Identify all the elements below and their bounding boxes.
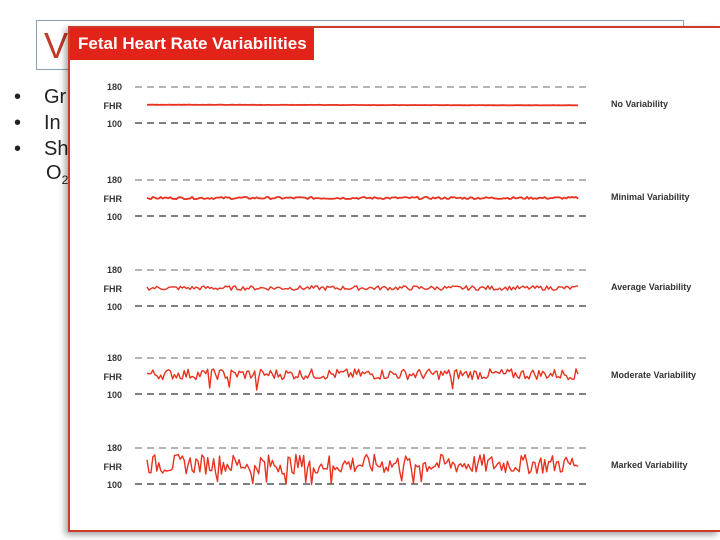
figure-banner: Fetal Heart Rate Variabilities xyxy=(70,28,314,60)
bullet-item: • In xyxy=(14,110,68,136)
axis-label-fhr: FHR xyxy=(104,284,123,294)
bullet-text: Sh xyxy=(44,138,69,160)
series-label: Marked Variability xyxy=(611,460,688,470)
series-label: Moderate Variability xyxy=(611,370,696,380)
series-label: Minimal Variability xyxy=(611,192,690,202)
fhr-trace-line xyxy=(146,195,579,201)
figure-title: Fetal Heart Rate Variabilities xyxy=(78,34,307,53)
slide-title: V xyxy=(44,25,69,66)
bullet-marker: • xyxy=(14,138,22,160)
axis-label-fhr: FHR xyxy=(104,372,123,382)
fhr-trace-line xyxy=(146,453,579,486)
tick-label-100: 100 xyxy=(107,119,122,129)
sub-text: O xyxy=(46,162,62,184)
axis-label-fhr: FHR xyxy=(104,101,123,111)
bullet-marker: • xyxy=(14,86,22,108)
tick-label-100: 100 xyxy=(107,390,122,400)
series-label: Average Variability xyxy=(611,282,691,292)
bullet-item: • Sh xyxy=(14,136,68,162)
tick-label-100: 100 xyxy=(107,480,122,490)
bullet-marker: • xyxy=(14,112,22,134)
tick-label-180: 180 xyxy=(107,443,122,453)
tick-label-180: 180 xyxy=(107,265,122,275)
bullet-text: Gr xyxy=(44,86,67,108)
fhr-trace-line xyxy=(146,103,579,107)
tick-label-180: 180 xyxy=(107,353,122,363)
tick-label-100: 100 xyxy=(107,212,122,222)
bullet-item: • Gr xyxy=(14,84,68,110)
bullet-list: • Gr • In • Sh xyxy=(14,84,68,162)
fhr-trace-line xyxy=(146,368,579,391)
fhr-trace-line xyxy=(146,285,579,291)
tick-label-180: 180 xyxy=(107,175,122,185)
tick-label-180: 180 xyxy=(107,82,122,92)
bullet-text: In xyxy=(44,112,61,134)
axis-label-fhr: FHR xyxy=(104,462,123,472)
tick-label-100: 100 xyxy=(107,302,122,312)
subscript: 2 xyxy=(61,173,69,187)
axis-label-fhr: FHR xyxy=(104,194,123,204)
bullet-continuation: O2 xyxy=(46,160,68,193)
series-label: No Variability xyxy=(611,99,668,109)
